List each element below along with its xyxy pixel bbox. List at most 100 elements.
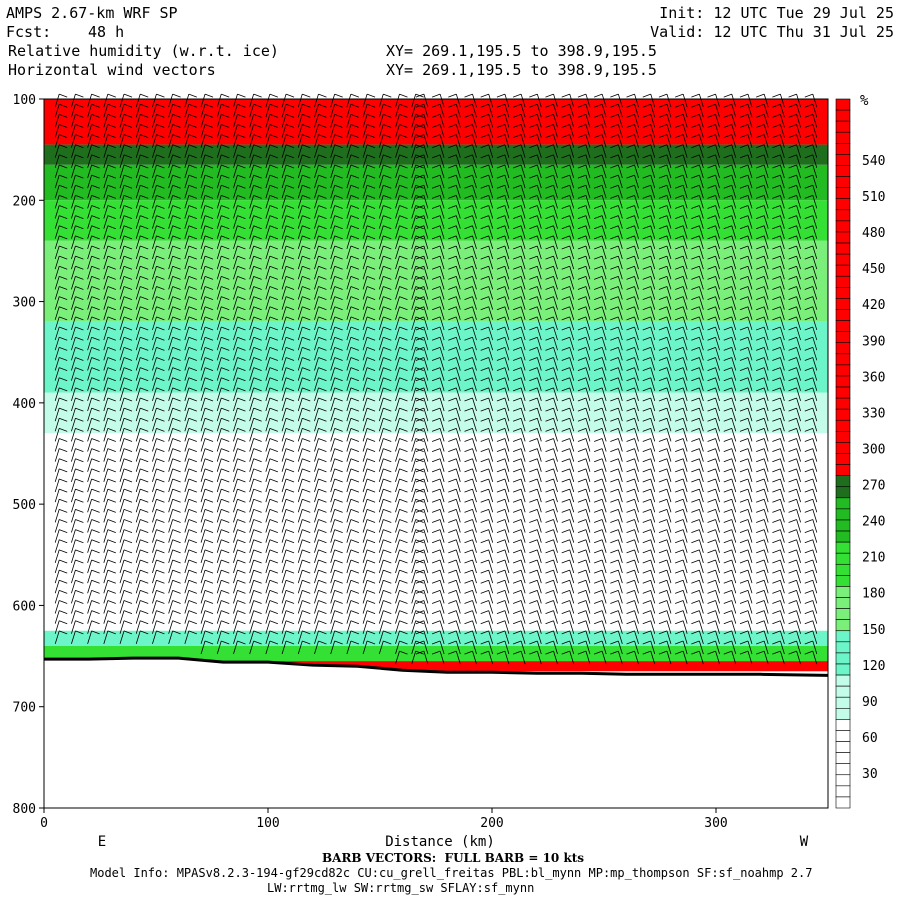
wind-barb [297, 438, 311, 452]
wind-barb [707, 600, 720, 614]
wind-barb [216, 134, 230, 148]
wind-barb [788, 407, 801, 422]
wind-barb [561, 498, 575, 513]
wind-barb [314, 498, 327, 513]
wind-barb [788, 427, 801, 442]
wind-barb [395, 286, 408, 300]
wind-barb [346, 265, 360, 280]
wind-barb [281, 508, 295, 523]
wind-barb [707, 255, 720, 270]
wind-barb [804, 276, 818, 290]
wind-barb [233, 397, 246, 412]
wind-barb [54, 407, 68, 422]
wind-barb [594, 357, 607, 371]
wind-barb [119, 590, 133, 604]
wind-barb [496, 93, 510, 108]
colorbar-cell [835, 652, 851, 665]
wind-barb [216, 93, 230, 108]
wind-barb [658, 124, 672, 138]
wind-barb [739, 195, 753, 209]
wind-barb [772, 245, 785, 260]
wind-barb [610, 316, 623, 331]
wind-barb [788, 620, 801, 634]
wind-barb [496, 508, 510, 523]
wind-barb [168, 397, 181, 412]
wind-barb [297, 367, 311, 381]
wind-barb [691, 519, 704, 533]
wind-barb [249, 93, 262, 108]
wind-barb [723, 346, 737, 361]
wind-barb [216, 397, 230, 412]
wind-barb [658, 407, 672, 422]
wind-barb [200, 195, 214, 209]
wind-barb [788, 174, 801, 189]
wind-barb [496, 255, 510, 270]
wind-barb [448, 195, 461, 209]
wind-barb [496, 316, 510, 331]
wind-barb [281, 144, 295, 158]
wind-barb [545, 539, 558, 553]
wind-barb [723, 184, 737, 199]
wind-barb [103, 387, 116, 401]
wind-barb [658, 650, 672, 665]
wind-barb [691, 427, 704, 442]
wind-barb [642, 620, 656, 634]
wind-barb [788, 276, 801, 290]
wind-barb [119, 488, 133, 503]
wind-barb [788, 387, 801, 401]
wind-barb [152, 296, 165, 310]
wind-barb [464, 448, 477, 462]
wind-barb [772, 519, 785, 533]
colorbar-cell [835, 408, 851, 421]
wind-barb [561, 346, 575, 361]
wind-barb [594, 134, 607, 148]
wind-barb [675, 458, 688, 472]
wind-barb [480, 630, 494, 645]
wind-barb [658, 357, 672, 371]
wind-barb [330, 529, 343, 543]
wind-barb [168, 559, 181, 574]
wind-barb [626, 458, 639, 472]
wind-barb [330, 316, 343, 331]
wind-barb [119, 306, 133, 320]
wind-barb [529, 306, 542, 320]
wind-barb [626, 205, 639, 219]
wind-barb [772, 154, 785, 168]
wind-barb [249, 427, 262, 442]
wind-barb [168, 205, 181, 219]
wind-barb [330, 326, 343, 341]
wind-barb [395, 326, 408, 341]
wind-barb [415, 124, 429, 138]
wind-barb [119, 154, 133, 168]
wind-barb [658, 205, 672, 219]
wind-barb [610, 600, 623, 614]
wind-barb [415, 225, 429, 239]
wind-barb [756, 377, 769, 391]
wind-barb [658, 164, 672, 179]
wind-barb [135, 367, 149, 381]
wind-barb [512, 407, 526, 422]
wind-barb [756, 579, 769, 594]
wind-barb [415, 93, 429, 108]
wind-barb [431, 650, 445, 665]
wind-barb [71, 498, 84, 513]
wind-barb [545, 387, 558, 401]
wind-barb [561, 174, 575, 189]
wind-barb [362, 579, 376, 594]
wind-barb [184, 569, 197, 584]
wind-barb [642, 346, 656, 361]
wind-barb [804, 640, 818, 655]
wind-barb [723, 438, 737, 452]
wind-barb [707, 377, 720, 391]
wind-barb [610, 286, 623, 300]
wind-barb [480, 245, 494, 260]
wind-barb [691, 488, 704, 503]
wind-barb [152, 306, 165, 320]
y-tick-label: 600 [13, 599, 36, 614]
wind-barb [804, 245, 818, 260]
wind-barb [395, 184, 408, 199]
wind-barb [577, 93, 591, 108]
wind-barb [691, 265, 704, 280]
wind-barb [119, 296, 133, 310]
wind-barb [346, 164, 360, 179]
